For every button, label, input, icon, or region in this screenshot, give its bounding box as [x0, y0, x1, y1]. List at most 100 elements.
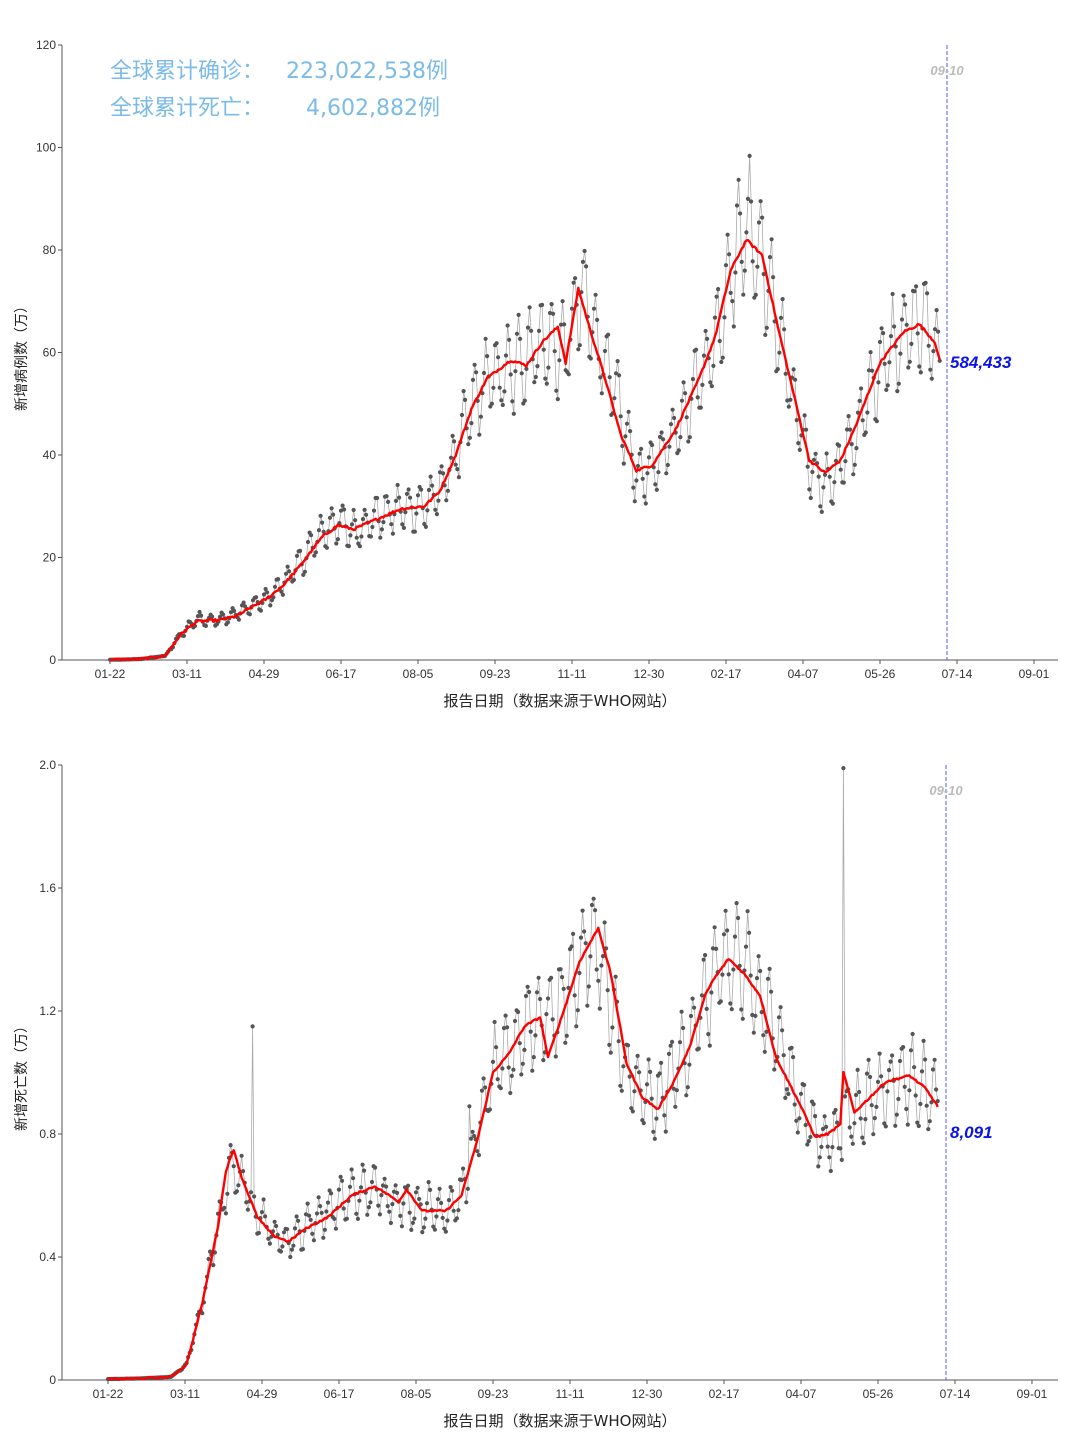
deaths-y-tick-label: 2.0: [39, 758, 56, 772]
deaths-daily-point: [245, 1207, 250, 1212]
deaths-daily-point: [522, 1047, 527, 1052]
deaths-daily-point: [588, 954, 593, 959]
cases-daily-point: [885, 383, 890, 388]
deaths-daily-point: [853, 1092, 859, 1098]
deaths-daily-point: [318, 1204, 323, 1209]
deaths-daily-point: [530, 1068, 535, 1073]
cases-daily-point: [516, 312, 521, 317]
deaths-daily-point: [597, 1006, 602, 1011]
cases-daily-point: [802, 413, 807, 418]
cases-daily-point: [445, 488, 450, 493]
cases-daily-point: [254, 595, 259, 600]
deaths-daily-point: [704, 1006, 709, 1012]
cases-daily-point: [750, 259, 755, 264]
cases-smoothed-line: [110, 238, 941, 662]
deaths-daily-point: [280, 1244, 285, 1249]
cases-daily-point: [639, 446, 644, 451]
deaths-daily-point: [857, 1089, 862, 1095]
cases-daily-point: [354, 535, 359, 540]
deaths-daily-point: [409, 1227, 414, 1232]
deaths-daily-point: [536, 975, 541, 980]
deaths-daily-point: [550, 1017, 555, 1022]
deaths-daily-point: [310, 1231, 315, 1236]
cases-daily-point: [576, 347, 581, 352]
cases-x-tick-label: 09-23: [480, 667, 511, 681]
deaths-daily-point: [824, 1124, 829, 1129]
deaths-daily-point: [472, 1133, 477, 1139]
deaths-daily-point: [720, 972, 725, 977]
deaths-daily-point: [234, 1189, 239, 1194]
cases-daily-point: [309, 533, 314, 538]
cases-daily-point: [703, 328, 708, 334]
deaths-daily-point: [902, 1084, 907, 1089]
deaths-daily-point: [888, 1059, 893, 1064]
deaths-daily-point: [621, 1064, 626, 1069]
cases-daily-point: [455, 467, 460, 472]
deaths-daily-point: [765, 976, 771, 981]
cases-daily-point: [738, 211, 743, 216]
cases-daily-point: [560, 299, 565, 304]
cases-daily-point: [499, 398, 504, 403]
cases-daily-point: [511, 411, 516, 416]
deaths-daily-point: [602, 920, 607, 925]
deaths-daily-point: [869, 1103, 874, 1108]
cases-daily-point: [544, 381, 549, 386]
cases-daily-point: [551, 311, 556, 316]
cases-daily-point: [481, 370, 487, 376]
deaths-daily-point: [731, 967, 736, 972]
deaths-daily-point: [256, 1230, 261, 1236]
cases-daily-point: [664, 471, 669, 476]
cases-daily-point: [761, 272, 766, 277]
cases-daily-point: [505, 323, 510, 328]
deaths-daily-point: [307, 1213, 312, 1218]
cases-daily-point: [665, 462, 670, 468]
deaths-daily-point: [753, 1013, 758, 1019]
deaths-daily-point: [761, 1033, 766, 1038]
deaths-daily-point: [822, 1114, 827, 1119]
cases-daily-point: [364, 512, 369, 517]
deaths-daily-point: [319, 1210, 324, 1215]
cases-daily-point: [719, 359, 724, 365]
cases-daily-point: [892, 324, 897, 329]
cases-daily-point: [716, 287, 721, 292]
deaths-daily-point: [726, 972, 731, 977]
deaths-daily-point: [261, 1197, 266, 1202]
deaths-daily-point: [629, 1106, 634, 1111]
cases-daily-point: [459, 412, 465, 418]
deaths-daily-point: [919, 1069, 925, 1074]
cases-x-tick-label: 08-05: [403, 667, 434, 681]
cases-daily-point: [741, 292, 746, 297]
deaths-daily-point: [574, 1024, 579, 1029]
deaths-total-label: 全球累计死亡：: [110, 96, 264, 121]
cases-daily-point: [918, 370, 923, 375]
cases-daily-point: [558, 322, 564, 327]
cases-daily-point: [331, 512, 336, 517]
deaths-daily-point: [571, 931, 576, 937]
cases-daily-point: [497, 385, 502, 390]
cases-daily-point: [903, 302, 908, 307]
deaths-daily-point: [274, 1223, 279, 1229]
deaths-daily-point: [560, 975, 565, 980]
cases-daily-point: [690, 377, 696, 382]
deaths-daily-point: [563, 1040, 568, 1045]
cases-daily-point: [582, 248, 587, 254]
cases-daily-point: [887, 360, 892, 365]
deaths-daily-point: [316, 1195, 321, 1200]
cases-daily-point: [722, 315, 727, 320]
cases-daily-point: [888, 334, 894, 339]
deaths-daily-point: [709, 990, 714, 995]
deaths-daily-point: [200, 1311, 205, 1316]
deaths-daily-point: [745, 909, 750, 914]
deaths-daily-point: [758, 968, 763, 974]
deaths-daily-point: [410, 1220, 415, 1225]
deaths-daily-point: [421, 1225, 426, 1230]
deaths-daily-point: [582, 929, 587, 934]
cases-daily-point: [368, 534, 373, 539]
cases-daily-point: [287, 569, 292, 574]
cases-daily-point: [782, 327, 787, 332]
cases-daily-point: [401, 525, 406, 531]
cases-daily-point: [661, 437, 666, 442]
deaths-daily-point: [538, 996, 543, 1002]
deaths-daily-point: [855, 1067, 860, 1072]
deaths-daily-point: [725, 928, 730, 933]
